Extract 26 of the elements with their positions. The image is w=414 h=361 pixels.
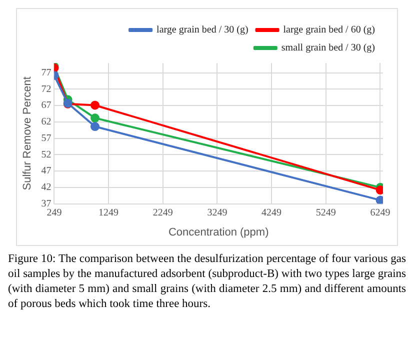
legend-label: small grain bed / 30 (g) xyxy=(281,42,376,54)
x-tick-label: 249 xyxy=(46,207,62,218)
y-tick-label: 37 xyxy=(41,198,52,210)
x-tick-label: 6249 xyxy=(370,207,390,218)
legend-label: large grain bed / 30 (g) xyxy=(156,24,248,36)
point xyxy=(90,114,100,123)
y-tick-label: 47 xyxy=(41,166,52,177)
x-tick-label: 3249 xyxy=(207,207,228,218)
x-axis-title: Concentration (ppm) xyxy=(168,226,269,238)
point xyxy=(376,186,383,195)
caption: Figure 10: The comparison between the desulfurization percentage of four various gas oil samples by the manufactured adsorbent (subproduct-B) with two types large grains (with diameter 5 mm) and small grains (with diameter 2.5 mm) and different amounts of porous beds which took time three hours. xyxy=(8,252,406,312)
y-tick-label: 62 xyxy=(41,116,52,128)
x-tick-label: 4249 xyxy=(262,207,282,218)
y-tick-label: 42 xyxy=(41,182,52,194)
x-tick-label: 1249 xyxy=(98,207,119,218)
y-tick-label: 57 xyxy=(41,132,52,144)
x-tick-label: 2249 xyxy=(152,207,173,218)
y-tick-label: 77 xyxy=(41,67,52,78)
x-tick-label: 5249 xyxy=(316,207,336,218)
legend-label: large grain bed / 60 (g) xyxy=(283,24,376,36)
y-tick-label: 52 xyxy=(41,149,52,160)
y-axis-title: Sulfur Remove Percent xyxy=(22,76,34,190)
y-tick-label: 72 xyxy=(41,84,52,95)
point xyxy=(376,196,383,204)
y-tick-label: 67 xyxy=(41,100,52,112)
point xyxy=(90,122,100,132)
